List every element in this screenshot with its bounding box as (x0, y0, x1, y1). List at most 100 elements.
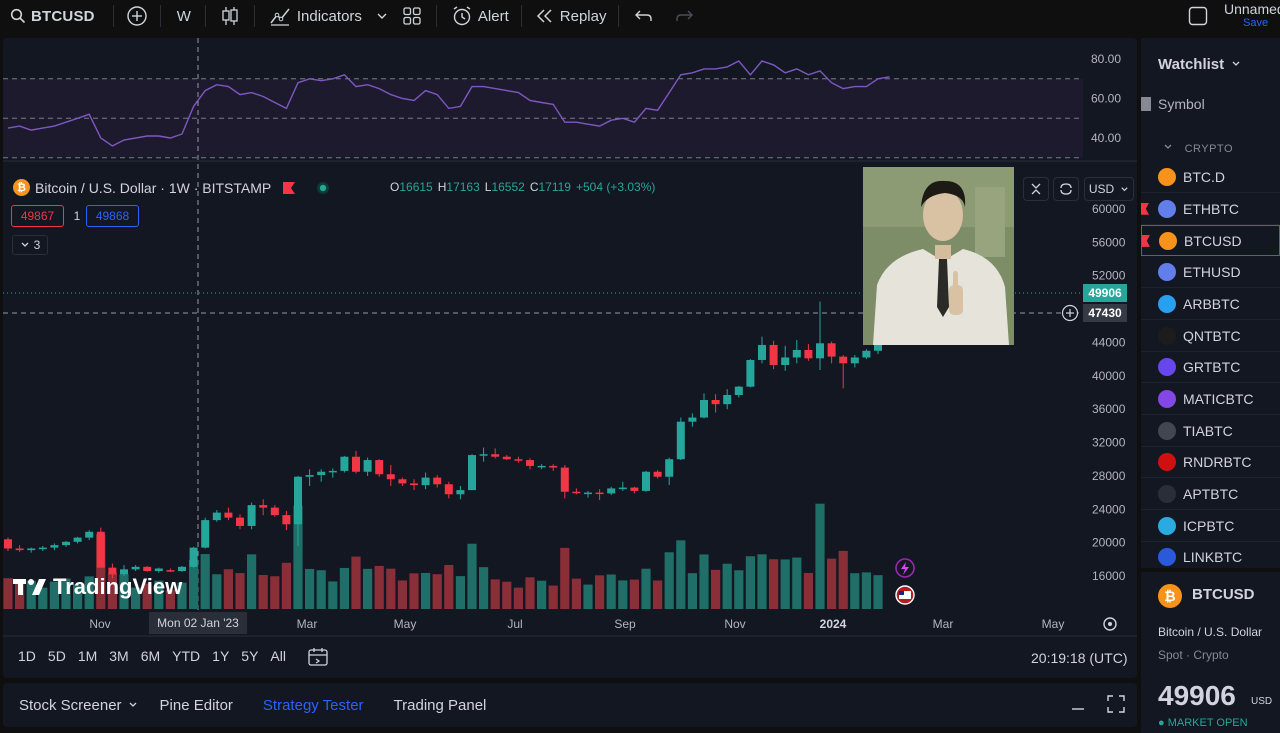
watchlist-row-arbbtc[interactable]: ARBBTC (1141, 289, 1280, 320)
coin-icon (1158, 199, 1176, 218)
watchlist-row-maticbtc[interactable]: MATICBTC (1141, 384, 1280, 415)
fullscreen-toggle[interactable] (1188, 6, 1208, 26)
sell-button[interactable]: 49867 (11, 205, 64, 227)
market-status: ● MARKET OPEN (1158, 717, 1248, 729)
volume-bar (827, 558, 837, 609)
watchlist-row-linkbtc[interactable]: LINKBTC (1141, 542, 1280, 568)
volume-bar (873, 575, 883, 609)
watchlist-row-btcusd[interactable]: BTCUSD (1141, 225, 1280, 257)
sync-button[interactable] (1053, 177, 1079, 201)
buy-button[interactable]: 49868 (86, 205, 139, 227)
watchlist-row-btc-d[interactable]: BTC.D (1141, 162, 1280, 193)
candle-body (537, 465, 546, 468)
candle-body (328, 470, 337, 473)
range-ytd[interactable]: YTD (172, 648, 201, 664)
interval-button[interactable]: W (177, 0, 191, 32)
symbol-column-header[interactable]: Symbol (1158, 96, 1205, 112)
collapse-pane-button[interactable] (1023, 177, 1049, 201)
templates-dropdown[interactable] (376, 0, 388, 32)
watchlist-symbol: BTC.D (1183, 169, 1225, 185)
replay-button[interactable]: Replay (536, 0, 606, 32)
compare-symbol-button[interactable] (126, 0, 148, 32)
column-resize-handle[interactable] (1141, 97, 1151, 111)
watchlist-row-aptbtc[interactable]: APTBTC (1141, 479, 1280, 510)
range-all[interactable]: All (270, 648, 286, 664)
volume-bar (26, 580, 36, 609)
watchlist-group-header[interactable]: CRYPTO (1163, 142, 1233, 155)
maximize-icon[interactable] (1106, 694, 1126, 714)
watchlist-row-rndrbtc[interactable]: RNDRBTC (1141, 447, 1280, 479)
watchlist-title[interactable]: Watchlist (1158, 56, 1241, 73)
volume-bar (258, 575, 268, 609)
range-6m[interactable]: 6M (140, 648, 161, 664)
range-5y[interactable]: 5Y (241, 648, 259, 664)
redo-button[interactable] (675, 0, 694, 32)
details-currency: USD (1251, 696, 1273, 707)
indicators-collapse-button[interactable]: 3 (12, 235, 48, 255)
range-5d[interactable]: 5D (47, 648, 66, 664)
tab-pine-editor[interactable]: Pine Editor (159, 696, 233, 714)
indicators-button[interactable]: Indicators (269, 0, 362, 32)
plus-circle-icon (127, 6, 147, 26)
layout-name[interactable]: Unnamed (1224, 1, 1280, 17)
candle-body (108, 567, 117, 575)
currency-dropdown[interactable]: USD (1084, 177, 1134, 201)
symbol-search-button[interactable]: BTCUSD (10, 0, 95, 32)
coin-icon (1158, 548, 1176, 567)
watchlist-panel: Watchlist Symbol CRYPTO BTC.D ETHBTC BTCUS… (1141, 38, 1280, 568)
range-1m[interactable]: 1M (77, 648, 98, 664)
candle-body (363, 460, 372, 472)
symbol-label: BTCUSD (31, 7, 95, 25)
range-3m[interactable]: 3M (109, 648, 129, 664)
alert-button[interactable]: Alert (451, 0, 509, 32)
flag-icon[interactable] (1141, 202, 1149, 215)
chevron-down-icon[interactable] (128, 700, 138, 710)
minimize-icon[interactable] (1070, 697, 1086, 713)
candle-body (50, 545, 59, 548)
alert-label: Alert (477, 7, 509, 25)
range-selector: 1D 5D 1M 3M 6M YTD 1Y 5Y All (18, 648, 286, 664)
coin-icon (1159, 231, 1177, 250)
indicators-label: Indicators (296, 7, 362, 25)
calendar-range-icon[interactable] (307, 647, 329, 667)
watchlist-row-grtbtc[interactable]: GRTBTC (1141, 352, 1280, 384)
toolbar-divider (435, 5, 437, 27)
volume-bar (583, 584, 593, 609)
tradingview-logo[interactable]: TradingView (13, 574, 182, 600)
tab-stock-screener[interactable]: Stock Screener (19, 696, 122, 714)
price-axis-label: 40000 (1092, 369, 1126, 383)
candle-body (526, 460, 534, 466)
watchlist-row-ethusd[interactable]: ETHUSD (1141, 257, 1280, 289)
volume-bar (850, 573, 860, 609)
watchlist-row-ethbtc[interactable]: ETHBTC (1141, 194, 1280, 225)
layout-grid-button[interactable] (402, 0, 422, 32)
watchlist-row-qntbtc[interactable]: QNTBTC (1141, 321, 1280, 352)
candle-body (120, 569, 128, 575)
flag-icon[interactable] (282, 181, 296, 195)
range-1y[interactable]: 1Y (212, 648, 230, 664)
utc-clock[interactable]: 20:19:18 (UTC) (1031, 650, 1128, 666)
layout-save-link[interactable]: Save (1243, 17, 1269, 29)
undo-button[interactable] (635, 0, 653, 32)
candle-body (618, 487, 627, 490)
group-label: CRYPTO (1184, 143, 1234, 155)
volume-bar (780, 559, 790, 609)
rewind-icon (536, 9, 552, 23)
volume-bar (363, 568, 373, 609)
tab-trading-panel[interactable]: Trading Panel (393, 696, 487, 714)
candle-body (270, 507, 279, 516)
volume-bar (107, 573, 117, 609)
tab-strategy-tester[interactable]: Strategy Tester (262, 696, 364, 714)
chart-canvas[interactable]: 80.00 60.00 40.00 60000 56000 52000 44000 40000… (3, 38, 1137, 678)
coin-icon (1158, 358, 1176, 377)
volume-bar (641, 568, 651, 609)
settings-gear-icon[interactable] (1103, 617, 1117, 631)
flag-icon[interactable] (1142, 234, 1150, 247)
series-legend[interactable]: ₿ Bitcoin / U.S. Dollar · 1W · BITSTAMP (13, 179, 330, 196)
chart-type-button[interactable] (220, 0, 240, 32)
range-1d[interactable]: 1D (18, 648, 36, 664)
chart-pane[interactable]: 80.00 60.00 40.00 60000 56000 52000 44000 40000… (3, 38, 1137, 678)
watchlist-row-tiabtc[interactable]: TIABTC (1141, 416, 1280, 447)
watchlist-row-icpbtc[interactable]: ICPBTC (1141, 511, 1280, 542)
candle-body (85, 531, 94, 538)
